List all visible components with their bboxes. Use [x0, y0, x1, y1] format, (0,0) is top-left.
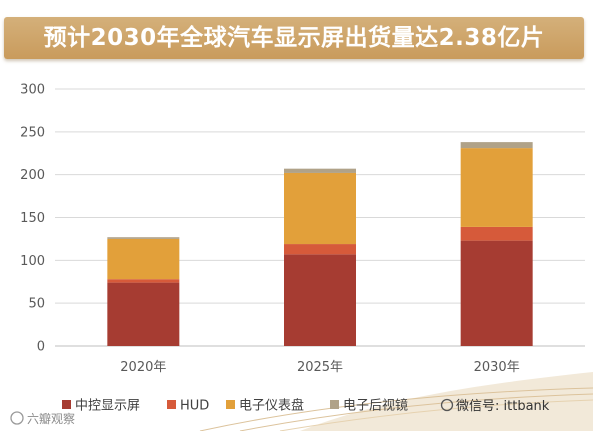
legend-swatch	[226, 400, 235, 409]
bar-segment	[284, 172, 356, 245]
y-tick-label: 100	[20, 254, 45, 269]
bar-segment	[107, 238, 180, 280]
watermark-right: 微信号: ittbank	[440, 398, 550, 414]
legend-swatch	[167, 400, 176, 409]
legend-label: 电子后视镜	[343, 399, 408, 414]
y-tick-label: 0	[37, 340, 45, 355]
x-axis: 2020年 2025年 2030年	[120, 360, 519, 375]
bar-segment	[460, 240, 533, 346]
bar-segment	[107, 237, 180, 239]
y-axis: 0 50 100 150 200 250 300	[20, 83, 45, 355]
bar-segment	[284, 254, 356, 346]
watermark-right-text: 微信号: ittbank	[456, 399, 550, 414]
bar-segment	[460, 142, 533, 149]
legend-label: 电子仪表盘	[239, 398, 304, 414]
y-tick-label: 250	[20, 125, 45, 140]
x-tick-label: 2020年	[120, 360, 166, 375]
bar-segment	[107, 279, 180, 283]
bar-segment	[460, 226, 533, 241]
chart-title: 预计2030年全球汽车显示屏出货量达2.38亿片	[43, 25, 545, 51]
title-bar: 预计2030年全球汽车显示屏出货量达2.38亿片	[4, 17, 584, 59]
wechat-icon	[440, 398, 454, 412]
bar-segment	[107, 282, 180, 346]
bar-segment	[460, 148, 533, 227]
watermark-left: 六瓣观察	[10, 411, 75, 426]
wechat-icon	[10, 411, 24, 425]
legend-label: 中控显示屏	[75, 399, 140, 414]
y-tick-label: 50	[28, 297, 45, 312]
bar-segment	[284, 168, 356, 173]
legend-swatch	[330, 400, 339, 409]
bar-segment	[284, 244, 356, 255]
bars	[107, 142, 533, 346]
legend: 中控显示屏 HUD 电子仪表盘 电子后视镜	[62, 398, 408, 414]
watermark-left-text: 六瓣观察	[27, 412, 75, 426]
y-tick-label: 300	[20, 83, 45, 98]
x-tick-label: 2025年	[297, 360, 343, 375]
y-tick-label: 150	[20, 211, 45, 226]
legend-label: HUD	[180, 399, 209, 414]
x-tick-label: 2030年	[474, 360, 520, 375]
y-tick-label: 200	[20, 168, 45, 183]
legend-swatch	[62, 400, 71, 409]
decorative-wave	[199, 372, 593, 431]
